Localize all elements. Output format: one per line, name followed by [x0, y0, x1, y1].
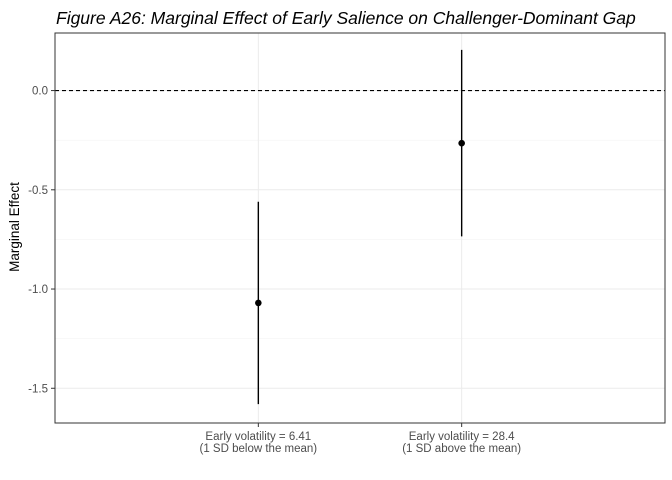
y-tick-label: 0.0 — [32, 86, 48, 98]
x-tick-label: (1 SD below the mean) — [200, 443, 318, 455]
point-estimate — [458, 139, 465, 147]
y-tick-label: -1.0 — [28, 284, 48, 296]
gridlines — [55, 33, 665, 423]
y-tick-label: -1.5 — [28, 383, 48, 395]
x-tick-label: Early volatility = 6.41 — [205, 431, 311, 443]
chart-title: Figure A26: Marginal Effect of Early Sal… — [56, 8, 636, 28]
x-tick-label: Early volatility = 28.4 — [409, 431, 515, 443]
point-estimate — [255, 299, 262, 307]
panel-border — [54, 32, 666, 424]
y-tick-label: -0.5 — [28, 185, 48, 197]
x-tick-label: (1 SD above the mean) — [402, 443, 521, 455]
estimates-layer — [255, 49, 465, 405]
y-axis-title: Marginal Effect — [7, 182, 22, 272]
